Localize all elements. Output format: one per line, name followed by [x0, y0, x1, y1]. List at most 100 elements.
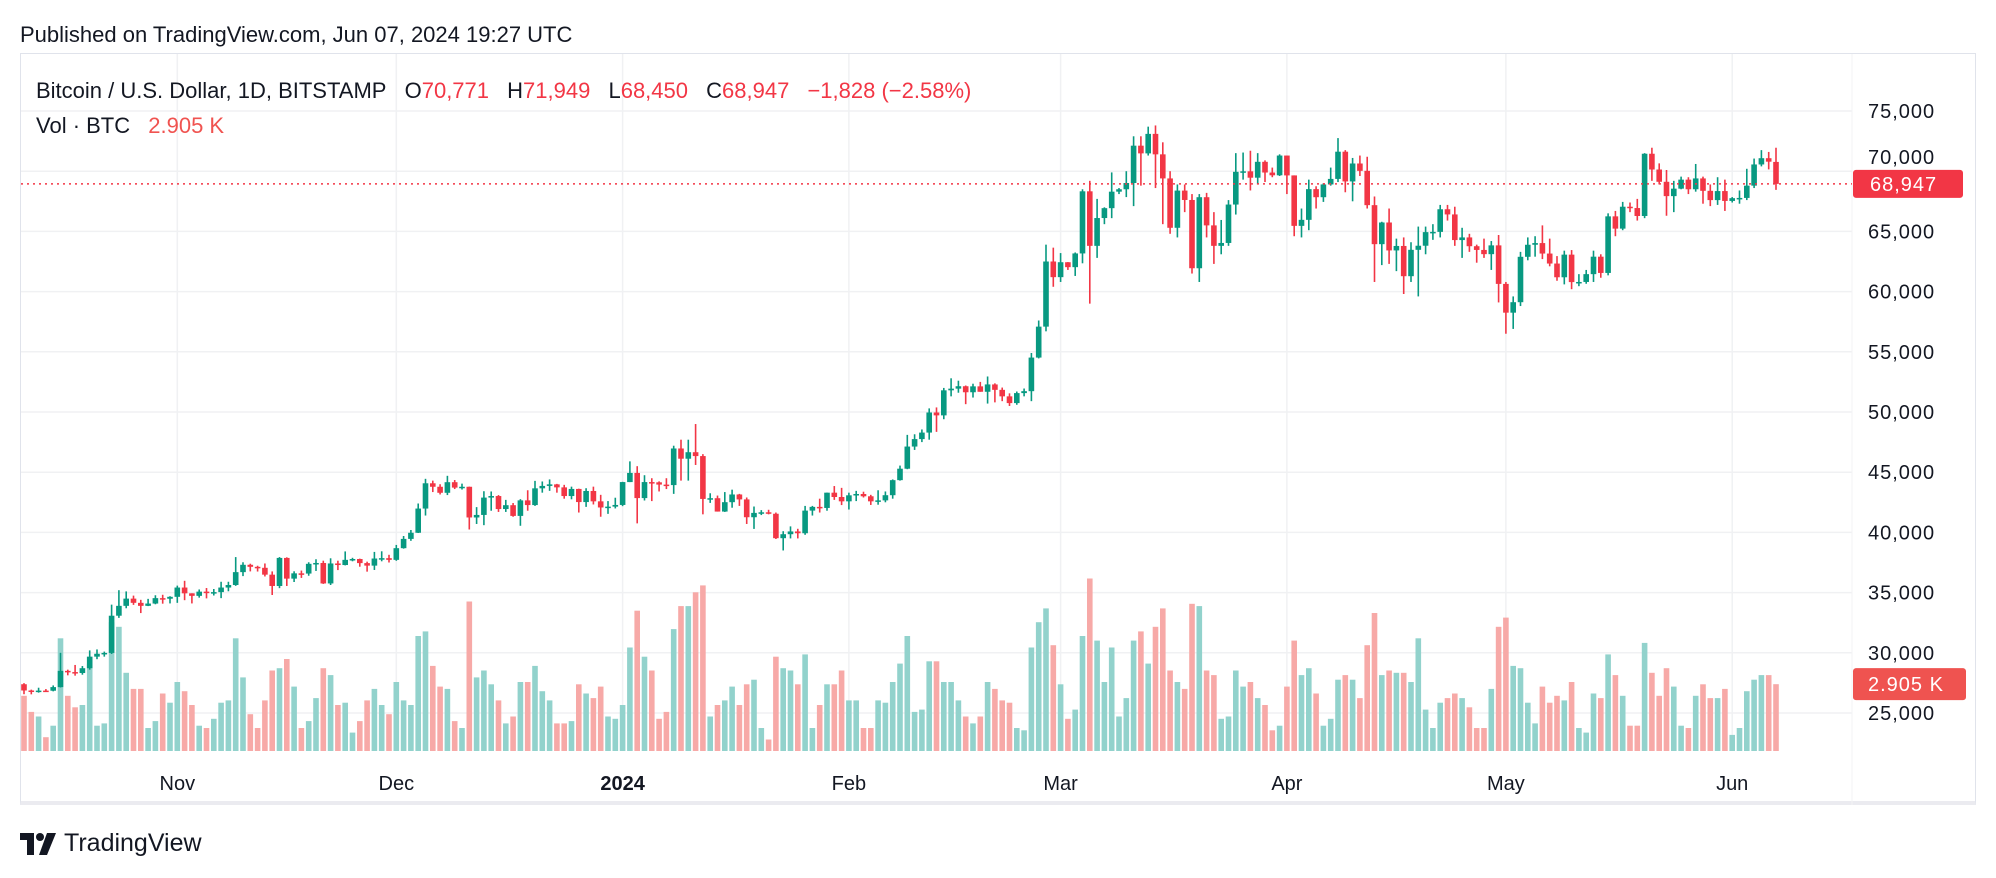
candle-body[interactable] — [116, 605, 122, 616]
candle-body[interactable] — [846, 495, 852, 502]
candle-body[interactable] — [327, 563, 334, 584]
candle-body[interactable] — [510, 505, 516, 516]
candle-body[interactable] — [138, 602, 144, 606]
candle-body[interactable] — [634, 472, 640, 499]
candle-body[interactable] — [860, 493, 867, 497]
candle-body[interactable] — [554, 484, 560, 488]
candle-body[interactable] — [386, 558, 392, 560]
candle-body[interactable] — [262, 567, 268, 575]
candle-body[interactable] — [1174, 190, 1181, 228]
candle-body[interactable] — [1430, 231, 1436, 234]
candle-body[interactable] — [305, 563, 312, 574]
candle-body[interactable] — [269, 574, 275, 586]
candle-body[interactable] — [1729, 198, 1735, 201]
candle-body[interactable] — [809, 506, 816, 511]
candle-body[interactable] — [1612, 216, 1619, 229]
candle-body[interactable] — [605, 506, 611, 509]
candle-body[interactable] — [1181, 190, 1188, 200]
candle-body[interactable] — [729, 494, 735, 503]
candle-body[interactable] — [999, 389, 1005, 397]
candle-body[interactable] — [816, 506, 823, 509]
candle-body[interactable] — [824, 492, 830, 508]
candle-body[interactable] — [517, 500, 524, 516]
candle-body[interactable] — [1473, 246, 1480, 250]
candle-body[interactable] — [313, 562, 319, 565]
candle-body[interactable] — [1218, 242, 1224, 246]
candle-body[interactable] — [1028, 357, 1035, 392]
candle-body[interactable] — [1590, 256, 1597, 275]
candle-body[interactable] — [692, 452, 699, 457]
candle-body[interactable] — [466, 486, 473, 518]
candle-body[interactable] — [1751, 164, 1757, 186]
candle-body[interactable] — [1342, 151, 1349, 182]
candle-body[interactable] — [1546, 253, 1553, 264]
candle-body[interactable] — [612, 504, 619, 507]
candle-body[interactable] — [1145, 133, 1151, 154]
candle-body[interactable] — [181, 587, 188, 594]
candle-body[interactable] — [1539, 243, 1546, 254]
candle-body[interactable] — [57, 670, 64, 688]
candle-body[interactable] — [1722, 191, 1728, 201]
candle-body[interactable] — [1386, 222, 1392, 251]
candle-body[interactable] — [1130, 145, 1137, 183]
candle-body[interactable] — [481, 497, 487, 515]
candle-body[interactable] — [320, 562, 327, 584]
candle-body[interactable] — [970, 386, 976, 393]
candle-body[interactable] — [1276, 155, 1283, 176]
candle-body[interactable] — [1466, 237, 1473, 247]
candle-body[interactable] — [1349, 163, 1356, 182]
candle-body[interactable] — [524, 500, 531, 506]
candle-body[interactable] — [1671, 188, 1677, 197]
candle-body[interactable] — [247, 564, 254, 567]
candle-body[interactable] — [977, 386, 984, 392]
candle-body[interactable] — [459, 486, 465, 489]
candle-body[interactable] — [65, 670, 71, 673]
candle-body[interactable] — [1284, 155, 1290, 176]
candle-body[interactable] — [685, 452, 692, 459]
candle-body[interactable] — [393, 548, 400, 560]
candle-body[interactable] — [853, 493, 859, 496]
candle-body[interactable] — [1415, 245, 1422, 250]
candle-body[interactable] — [1488, 245, 1495, 255]
candle-body[interactable] — [1437, 209, 1443, 232]
candle-body[interactable] — [1656, 169, 1662, 182]
candle-body[interactable] — [670, 448, 677, 486]
candle-body[interactable] — [72, 672, 78, 674]
candle-body[interactable] — [145, 603, 151, 606]
candle-body[interactable] — [342, 559, 348, 566]
candle-body[interactable] — [79, 668, 86, 674]
candle-body[interactable] — [1379, 222, 1385, 245]
candle-body[interactable] — [1211, 225, 1217, 246]
candle-body[interactable] — [619, 482, 626, 505]
candle-body[interactable] — [831, 492, 838, 498]
candle-body[interactable] — [174, 587, 181, 597]
candle-body[interactable] — [758, 512, 765, 514]
candle-body[interactable] — [349, 559, 356, 561]
candle-body[interactable] — [875, 500, 881, 502]
candle-body[interactable] — [1014, 393, 1020, 404]
candle-body[interactable] — [108, 615, 115, 653]
candle-body[interactable] — [984, 384, 991, 392]
candle-body[interactable] — [211, 592, 217, 594]
candle-body[interactable] — [1773, 161, 1779, 184]
candle-body[interactable] — [1291, 175, 1297, 226]
candle-body[interactable] — [1525, 244, 1531, 257]
candle-body[interactable] — [904, 446, 911, 469]
candle-body[interactable] — [546, 484, 553, 486]
candle-body[interactable] — [941, 390, 947, 416]
candle-body[interactable] — [678, 448, 684, 459]
candle-body[interactable] — [1393, 245, 1400, 251]
candle-body[interactable] — [1503, 283, 1509, 313]
candle-body[interactable] — [276, 557, 283, 586]
candle-body[interactable] — [1327, 178, 1334, 185]
candle-body[interactable] — [1254, 161, 1261, 178]
candle-body[interactable] — [1714, 191, 1721, 201]
candle-body[interactable] — [1736, 197, 1743, 200]
candle-body[interactable] — [962, 386, 969, 393]
candle-body[interactable] — [1043, 261, 1049, 327]
candle-body[interactable] — [926, 412, 932, 433]
candle-body[interactable] — [765, 512, 772, 514]
candle-body[interactable] — [415, 508, 421, 533]
candle-body[interactable] — [911, 439, 918, 447]
